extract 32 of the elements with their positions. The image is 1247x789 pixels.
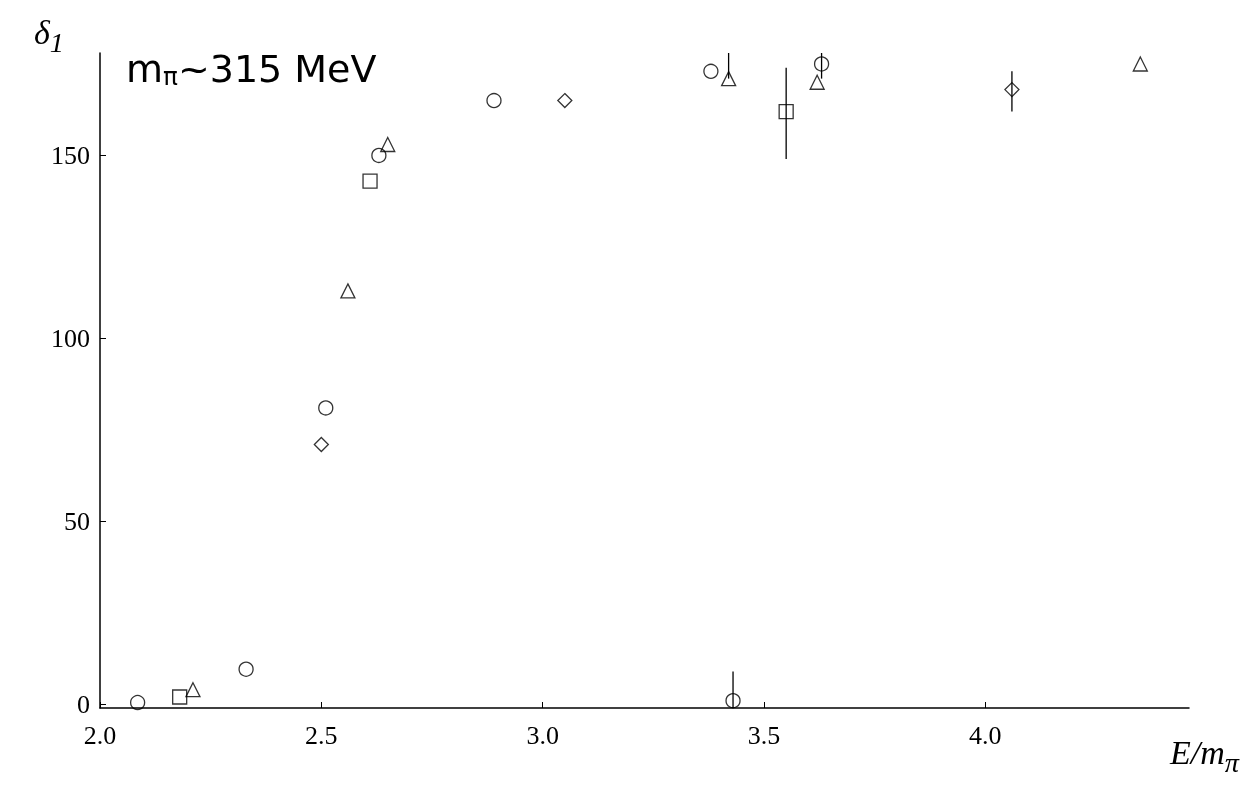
x-tick-label: 3.0 [526,720,559,750]
point [340,283,356,299]
x-tick-label: 4.0 [969,720,1002,750]
y-tick-label: 150 [51,140,90,170]
point [720,70,737,87]
point [809,74,825,90]
x-tick-label: 3.5 [747,720,781,750]
point [778,103,794,120]
x-tick-label: 2.5 [305,720,338,750]
y-tick-label: 0 [77,689,90,719]
point [371,147,387,164]
point [1132,56,1148,72]
point [813,56,830,72]
point [313,436,329,453]
y-axis-title: δ$_{1}$ [34,14,64,58]
annotation: mπ~315 MeV [126,47,377,92]
point [129,694,146,711]
point [486,92,502,109]
y-tick-label: 100 [51,323,90,353]
point [703,63,719,79]
point [362,173,378,189]
point [238,661,254,677]
point [725,693,741,709]
point [185,682,201,698]
y-tick-label: 50 [64,506,90,536]
point [557,92,573,109]
point [1004,81,1020,98]
point [172,689,188,705]
point [380,136,396,153]
x-axis-title: E/m$_{π}$ [1170,734,1239,778]
point [318,400,334,416]
x-tick-label: 2.0 [83,720,117,750]
